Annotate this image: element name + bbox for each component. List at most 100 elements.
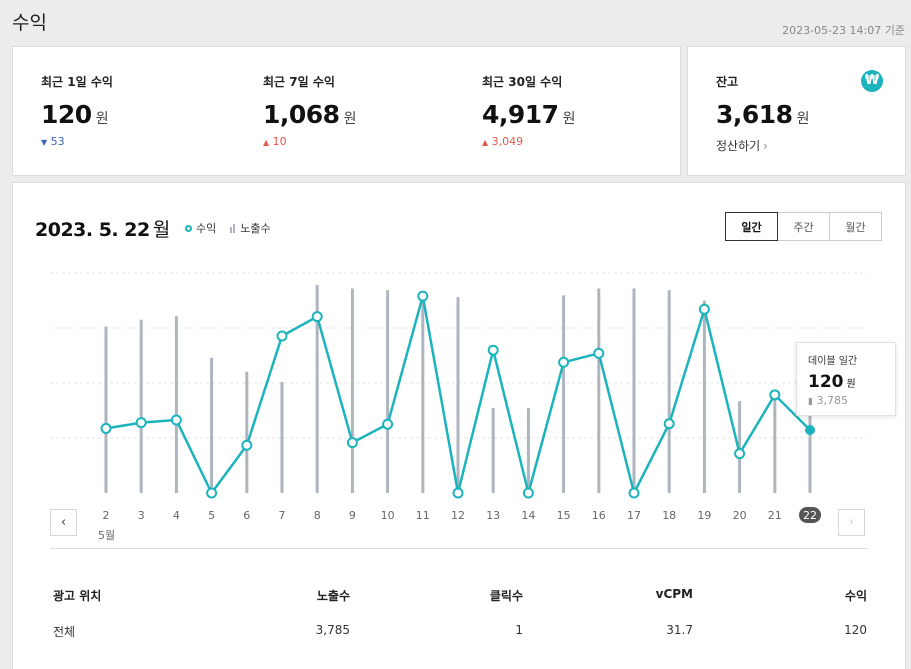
impressions-bar [667,290,671,493]
period-monthly-button[interactable]: 월간 [829,212,882,241]
metric-value: 120 원 [41,100,109,129]
x-tick-label: 11 [416,509,430,522]
revenue-point [417,290,429,302]
impressions-bar [773,394,777,493]
impressions-bar [526,408,530,493]
chart-card: 2023. 5. 22 월 수익 노출수 일간 주간 월간 2 3 4 5 6 7 8 9 10 1… [12,182,906,669]
revenue-point [663,418,675,430]
revenue-point [487,344,499,356]
page-title: 수익 [12,12,47,34]
x-tick-label: 22 [803,509,817,522]
chevron-right-icon: › [848,515,855,530]
selected-tick-badge [799,507,821,523]
x-tick-label: 13 [486,509,500,522]
metric-unit: 원 [562,111,576,127]
x-tick-label: 17 [627,509,641,522]
chart-tooltip: 데이블 일간 120 원 ▮ 3,785 [796,342,896,416]
x-tick-label: 10 [381,509,395,522]
legend-revenue[interactable]: 수익 [185,220,216,236]
tooltip-impressions: ▮ 3,785 [808,394,848,407]
triangle-up-icon: ▲ [263,138,270,147]
impressions-bar [632,288,636,493]
balance-metric: 잔고 3,618 원 [716,73,809,129]
x-tick-label: 6 [243,509,250,522]
metric-7day: 최근 7일 수익 1,068 원 ▲ 10 [263,73,356,148]
summary-card: 최근 1일 수익 120 원 ▼ 53 최근 7일 수익 1,068 원 ▲ 10 … [12,46,681,176]
chart-legend: 수익 노출수 [185,220,271,236]
impressions-bar [210,357,214,493]
x-tick-label: 16 [592,509,606,522]
revenue-chart: 2 3 4 5 6 7 8 9 10 11 12 13 14 15 16 17 18 19 20 21 22 [50,272,867,523]
x-tick-label: 7 [279,509,286,522]
revenue-point [734,448,746,460]
impressions-bar [174,316,178,493]
day-of-week: 월 [152,219,170,241]
period-weekly-button[interactable]: 주간 [777,212,830,241]
x-tick-label: 19 [697,509,711,522]
metric-30day: 최근 30일 수익 4,917 원 ▲ 3,049 [482,73,575,148]
metric-label: 최근 1일 수익 [41,75,113,89]
bar-chart-icon: ▮ [808,397,813,407]
x-tick-label: 14 [521,509,535,522]
revenue-point [522,487,534,499]
metric-value: 1,068 원 [263,100,356,129]
revenue-point [206,487,218,499]
x-tick-label: 21 [768,509,782,522]
period-daily-button[interactable]: 일간 [725,212,778,241]
table-cell: 120 [844,623,867,637]
x-tick-label: 15 [557,509,571,522]
x-tick-label: 5 [208,509,215,522]
metric-label: 최근 7일 수익 [263,75,335,89]
x-tick-label: 3 [138,509,145,522]
revenue-point [628,487,640,499]
period-toggle: 일간 주간 월간 [725,212,882,241]
metric-unit: 원 [343,111,357,127]
impressions-bar [456,297,460,493]
x-month-label: 5월 [98,529,116,542]
divider [50,548,867,549]
balance-card: 잔고 3,618 원 ₩ 정산하기 › [687,46,906,176]
chart-prev-button[interactable]: ‹ [50,509,77,536]
chart-next-button[interactable]: › [838,509,865,536]
metric-delta: ▲ 3,049 [482,135,524,148]
x-tick-label: 20 [733,509,747,522]
revenue-point [558,356,570,368]
legend-impressions[interactable]: 노출수 [230,220,271,236]
col-header: 클릭수 [489,589,523,603]
settle-link[interactable]: 정산하기 › [716,139,768,153]
chevron-left-icon: ‹ [60,515,67,530]
col-header: 노출수 [316,589,350,603]
table-cell: 1 [515,623,523,637]
revenue-point-selected [805,425,815,435]
impressions-bar [421,291,425,493]
x-tick-label: 12 [451,509,465,522]
revenue-point [276,330,288,342]
revenue-point [346,437,358,449]
tooltip-value: 120 원 [808,372,856,392]
circle-marker-icon [185,224,192,232]
impressions-bar [315,285,319,493]
x-tick-label: 8 [314,509,321,522]
metric-unit: 원 [95,111,109,127]
impressions-bar [280,382,284,493]
revenue-point [382,418,394,430]
bar-chart-icon [230,223,236,233]
table-cell: 31.7 [666,623,693,637]
revenue-point [452,487,464,499]
col-header: vCPM [655,587,693,601]
triangle-up-icon: ▲ [482,138,489,147]
tooltip-title: 데이블 일간 [808,356,858,367]
impressions-bar [139,319,143,493]
impressions-bar [386,290,390,493]
x-tick-label: 2 [103,509,110,522]
balance-label: 잔고 [716,75,739,89]
as-of-timestamp: 2023-05-23 14:07 기준 [782,24,905,37]
table-cell: 3,785 [315,623,350,637]
chevron-right-icon: › [763,139,768,153]
balance-value: 3,618 원 [716,100,809,129]
col-header: 광고 위치 [53,589,102,603]
chart-date: 2023. 5. 22 월 [35,219,170,241]
impressions-bar [104,326,108,493]
table-cell: 전체 [53,625,76,639]
impressions-bar [562,295,566,493]
